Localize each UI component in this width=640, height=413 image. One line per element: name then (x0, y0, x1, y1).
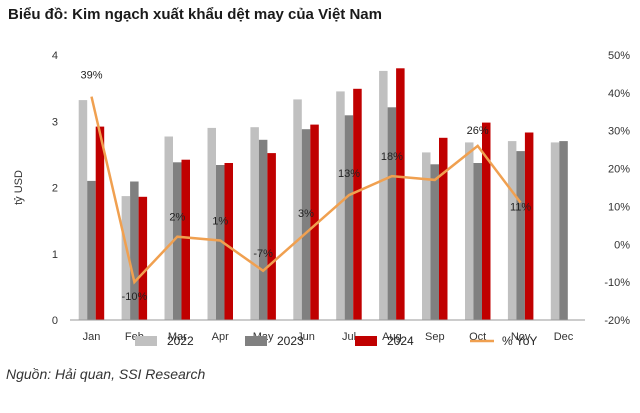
yoy-data-label: 39% (80, 70, 102, 82)
y-axis-label: tỷ USD (13, 170, 25, 205)
bar-2023-sep (430, 164, 439, 320)
bar-2024-mar (181, 159, 190, 320)
x-tick-label: Jun (297, 331, 315, 343)
legend-swatch-2023 (245, 336, 267, 346)
y-right-tick-label: -20% (604, 315, 630, 327)
bar-2023-jun (301, 129, 311, 320)
yoy-line (90, 96, 522, 285)
axes-group: JanFebMarAprMayJunJulAugSepOctNovDec0123… (13, 50, 630, 343)
bar-2024-oct (482, 122, 491, 320)
bar-2022-may (250, 127, 259, 320)
bar-2022-sep (422, 152, 431, 320)
yoy-data-label: -10% (122, 291, 148, 303)
bar-2024-jun (310, 124, 319, 320)
bar-2024-jul (353, 88, 362, 320)
bar-2022-oct (465, 142, 474, 320)
y-left-tick-label: 2 (52, 183, 58, 195)
y-right-tick-label: 50% (608, 50, 630, 62)
y-left-tick-label: 3 (52, 116, 58, 128)
yoy-data-label: 1% (212, 216, 228, 228)
y-right-tick-label: 30% (608, 126, 630, 138)
bar-2024-aug (396, 68, 405, 321)
bar-2023-dec (559, 141, 568, 320)
bar-2023-feb (130, 181, 139, 320)
bar-2023-mar (173, 162, 182, 320)
yoy-data-label: 18% (381, 151, 403, 163)
x-tick-label: Aug (382, 331, 402, 343)
yoy-data-label: -7% (253, 248, 273, 260)
y-left-tick-label: 0 (52, 315, 58, 327)
bar-group (78, 68, 568, 321)
yoy-line-group: 39% -10% 2% 1% -7% 3% 13% 18% 26% 11% (80, 70, 531, 304)
bar-2024-nov (524, 132, 534, 320)
bar-2023-oct (473, 163, 482, 320)
bar-2022-dec (550, 142, 560, 320)
bar-2022-jan (78, 100, 88, 320)
x-tick-label: Sep (425, 331, 445, 343)
legend-swatch-2022 (135, 336, 157, 346)
legend-label: % YoY (502, 334, 537, 348)
x-tick-label: Jul (342, 331, 356, 343)
bar-2024-feb (138, 196, 148, 320)
bar-2023-apr (216, 165, 225, 320)
bar-2024-jan (95, 126, 105, 320)
bar-2023-aug (387, 107, 397, 320)
y-right-tick-label: 0% (614, 239, 630, 251)
legend-label: 2022 (167, 334, 194, 348)
y-right-tick-label: 40% (608, 88, 630, 100)
yoy-data-label: 2% (169, 212, 185, 224)
chart-title: Biểu đồ: Kim ngạch xuất khẩu dệt may của… (8, 6, 382, 23)
bar-2022-feb (121, 196, 131, 320)
y-right-tick-label: 10% (608, 201, 630, 213)
bar-2022-aug (379, 70, 388, 321)
bar-2023-nov (516, 151, 525, 320)
x-tick-label: Nov (511, 331, 531, 343)
bar-2022-mar (164, 136, 173, 320)
yoy-data-label: 3% (298, 208, 314, 220)
yoy-data-label: 11% (510, 202, 531, 214)
bar-2023-may (258, 139, 268, 320)
yoy-data-label: 13% (338, 168, 360, 180)
bar-2022-nov (507, 141, 517, 320)
bar-2024-sep (439, 137, 448, 320)
y-right-tick-label: 20% (608, 164, 630, 176)
y-left-tick-label: 1 (52, 249, 58, 261)
bar-2023-jan (87, 180, 96, 320)
x-tick-label: Dec (554, 331, 574, 343)
bar-2024-may (267, 153, 276, 320)
yoy-data-label: 26% (467, 125, 489, 137)
bar-2022-jun (293, 99, 302, 321)
x-tick-label: Jan (83, 331, 101, 343)
legend-label: 2024 (387, 334, 414, 348)
bar-2023-jul (344, 115, 354, 320)
source-note: Nguồn: Hải quan, SSI Research (6, 366, 206, 382)
x-tick-label: Mar (168, 331, 187, 343)
bar-2022-jul (336, 91, 345, 321)
bar-2024-apr (224, 163, 233, 320)
bar-2022-apr (207, 127, 216, 321)
x-tick-label: Apr (212, 331, 229, 343)
y-left-tick-label: 4 (52, 50, 58, 62)
legend-label: 2023 (277, 334, 304, 348)
y-right-tick-label: -10% (604, 277, 630, 289)
legend-swatch-2024 (355, 336, 377, 346)
legend: 2022 2023 2024 % YoY (135, 334, 537, 348)
